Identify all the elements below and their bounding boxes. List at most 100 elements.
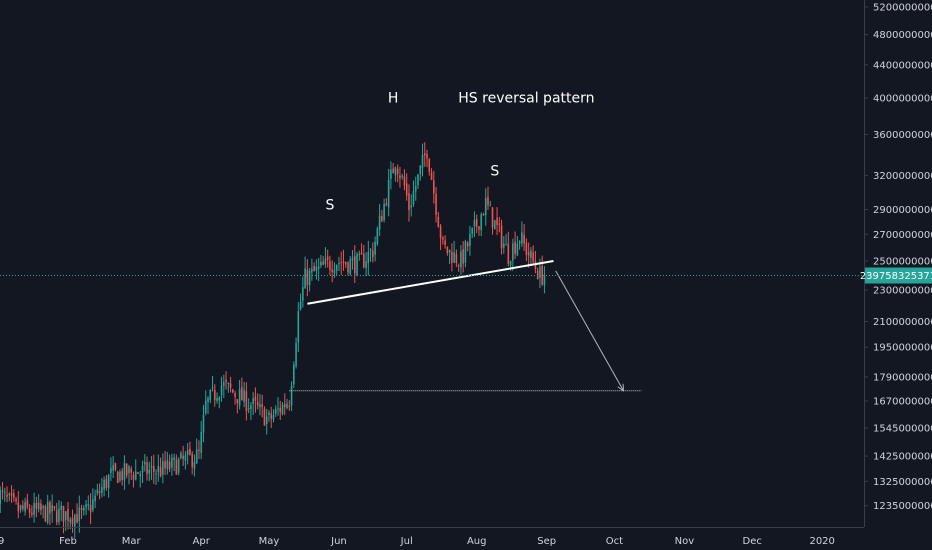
- candle: [302, 276, 304, 308]
- candle: [410, 194, 413, 217]
- candle-body: [446, 246, 449, 254]
- candle-body: [484, 197, 487, 216]
- candle-body: [146, 462, 148, 475]
- candle: [58, 500, 60, 526]
- candle-body: [340, 262, 343, 264]
- candle-body: [87, 504, 90, 506]
- candle: [329, 255, 331, 276]
- candle-body: [421, 154, 424, 169]
- candle-body: [180, 453, 182, 459]
- candle: [281, 402, 284, 416]
- candle-body: [541, 266, 543, 285]
- candle: [464, 239, 467, 268]
- candle-body: [525, 242, 528, 255]
- candle-body: [335, 265, 338, 271]
- candle-body: [331, 269, 333, 272]
- candle-body: [505, 244, 507, 246]
- target-arrow: [555, 270, 624, 392]
- candle: [286, 398, 288, 410]
- candle-body: [408, 193, 410, 211]
- candle-body: [500, 225, 503, 249]
- candle-body: [105, 478, 108, 488]
- candle: [344, 261, 347, 268]
- candle: [290, 381, 293, 412]
- candle-body: [213, 389, 216, 400]
- candle-body: [405, 183, 408, 196]
- candle-body: [297, 311, 300, 343]
- candle: [347, 261, 349, 276]
- candle: [31, 505, 33, 518]
- time-tick-label: Nov: [675, 536, 695, 547]
- candle: [141, 460, 144, 483]
- candle-body: [543, 275, 546, 286]
- candle: [229, 376, 232, 393]
- candle: [132, 471, 135, 488]
- candle: [46, 494, 49, 525]
- candle-body: [28, 508, 31, 513]
- candle: [121, 467, 123, 486]
- candle-body: [116, 471, 119, 483]
- candle-body: [313, 266, 315, 272]
- candle: [168, 454, 171, 472]
- time-axis[interactable]: 19 Feb Mar Apr May Jun Jul Aug Sep Oct Nov Dec 2020: [0, 536, 835, 547]
- candle-body: [489, 205, 492, 207]
- candle: [272, 409, 275, 423]
- candle: [114, 462, 117, 472]
- candle-body: [469, 234, 471, 246]
- candle-body: [155, 473, 157, 475]
- candle: [37, 494, 40, 513]
- candle: [489, 200, 492, 207]
- candle-body: [60, 505, 63, 510]
- candle: [541, 255, 543, 287]
- candle: [369, 247, 372, 262]
- candle-body: [493, 220, 496, 230]
- candle: [518, 240, 521, 250]
- candle: [250, 402, 252, 420]
- annotation-label: HS reversal pattern: [458, 90, 594, 106]
- candle: [22, 500, 24, 512]
- candle-body: [252, 398, 254, 405]
- candle: [256, 393, 259, 410]
- candle: [33, 492, 35, 523]
- candle-body: [342, 261, 345, 263]
- candle-body: [530, 250, 532, 258]
- candle: [439, 223, 442, 251]
- candle-body: [277, 408, 279, 410]
- candle-body: [430, 172, 433, 181]
- candle: [234, 390, 236, 405]
- price-tick-label: 123500000000: [873, 501, 932, 512]
- candle-body: [466, 242, 469, 247]
- candle: [270, 406, 273, 428]
- candle-body: [6, 494, 8, 497]
- price-tick-label: 195000000000: [873, 343, 932, 354]
- candle: [137, 472, 139, 475]
- candle: [155, 469, 157, 485]
- candle: [80, 504, 83, 519]
- candle-body: [33, 502, 35, 515]
- candle-body: [76, 513, 78, 523]
- candle-body: [225, 379, 227, 383]
- last-price-badge: [865, 267, 932, 284]
- candle-body: [101, 487, 103, 493]
- candle-body: [177, 459, 180, 473]
- candle-body: [381, 216, 383, 222]
- candle-body: [507, 243, 510, 264]
- candle-body: [107, 474, 110, 489]
- neckline: [307, 260, 554, 305]
- candle: [259, 393, 261, 416]
- candle-body: [89, 504, 92, 512]
- candle: [405, 173, 408, 201]
- candle-body: [234, 393, 236, 397]
- price-tick-label: 290000000000: [873, 205, 932, 216]
- candle-body: [503, 243, 505, 248]
- candle: [35, 496, 38, 518]
- candle-body: [193, 461, 196, 469]
- candle-body: [462, 249, 464, 264]
- candle: [500, 219, 503, 255]
- candle: [385, 197, 388, 207]
- candle: [512, 238, 514, 271]
- price-tick-label: 520000000000: [873, 2, 932, 13]
- candle-body: [103, 479, 105, 490]
- candle: [451, 243, 453, 272]
- price-axis[interactable]: 520000000000 480000000000 440000000000 4000…: [864, 2, 932, 512]
